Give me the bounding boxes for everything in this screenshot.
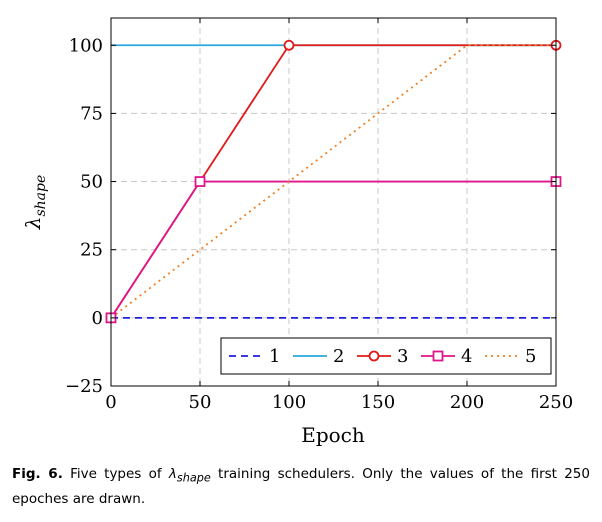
caption-lambda-sub: shape — [176, 471, 211, 485]
x-axis-label: Epoch — [301, 423, 365, 447]
legend-label-1: 1 — [269, 346, 280, 367]
figure-caption: Fig. 6. Five types of λshape training sc… — [12, 464, 590, 509]
legend-label-5: 5 — [525, 346, 536, 367]
y-tick-label: −25 — [65, 376, 103, 397]
x-tick-label: 50 — [189, 392, 212, 413]
series-3-point — [283, 39, 295, 51]
y-axis-label-sub: shape — [33, 175, 49, 217]
legend-marker-4 — [432, 350, 444, 362]
y-tick-label: 25 — [80, 240, 103, 261]
x-tick-label: 250 — [539, 392, 573, 413]
svg-text:λshape: λshape — [21, 175, 49, 230]
grid — [111, 18, 556, 387]
y-tick-label: 75 — [80, 103, 103, 124]
y-axis-label-main: λ — [21, 217, 45, 231]
caption-text-after: training schedulers. Only the values of … — [12, 466, 590, 507]
legend-label-3: 3 — [397, 346, 408, 367]
series-4-point — [194, 176, 206, 187]
caption-label: Fig. 6. — [12, 466, 63, 482]
x-tick-label: 0 — [105, 392, 116, 413]
legend: 1 2 3 4 5 — [220, 337, 552, 375]
legend-label-2: 2 — [333, 346, 344, 367]
x-tick-label: 150 — [361, 392, 395, 413]
legend-label-4: 4 — [461, 346, 472, 367]
y-tick-label: 100 — [69, 35, 103, 56]
x-tick-label: 200 — [450, 392, 484, 413]
legend-marker-3 — [368, 350, 380, 362]
y-axis-label: λshape — [21, 175, 49, 230]
plot-frame — [110, 17, 557, 387]
caption-lambda: λ — [168, 466, 177, 482]
caption-text-before: Five types of — [62, 466, 169, 482]
x-tick-label: 100 — [272, 392, 306, 413]
y-tick-label: 0 — [92, 308, 103, 329]
y-tick-label: 50 — [80, 172, 103, 193]
